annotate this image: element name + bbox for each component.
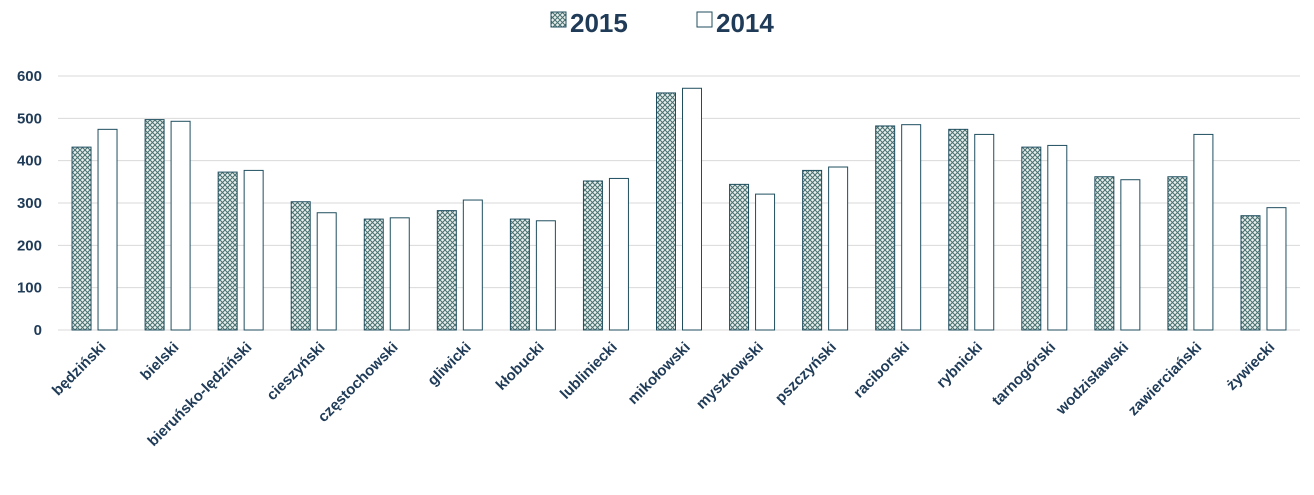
y-axis: 0 100 200 300 400 500 600 — [17, 68, 42, 339]
bar-2015-10 — [802, 169, 823, 331]
y-tick-label: 600 — [17, 68, 42, 85]
x-tick-label: zawierciański — [1125, 339, 1205, 419]
y-tick-label: 200 — [17, 237, 42, 254]
x-tick-label: mikołowski — [625, 339, 694, 408]
y-tick-label: 300 — [17, 195, 42, 212]
x-tick-label: pszczyński — [772, 339, 840, 407]
legend-swatch-2015 — [550, 11, 567, 28]
y-tick-label: 400 — [17, 153, 42, 170]
bar-2014-16 — [1266, 207, 1287, 331]
x-tick-label: cieszyński — [263, 339, 328, 404]
y-tick-label: 0 — [34, 322, 42, 339]
legend-label: 2015 — [570, 8, 628, 38]
bar-2015-2 — [217, 171, 238, 331]
bar-2015-15 — [1167, 176, 1188, 331]
bar-2015-1 — [144, 119, 165, 331]
bar-2015-12 — [948, 128, 969, 331]
bar-2015-3 — [290, 201, 311, 331]
x-tick-label: żywiecki — [1223, 339, 1278, 394]
x-tick-label: kłobucki — [493, 339, 548, 394]
x-tick-label: rybnicki — [933, 339, 986, 392]
bar-2015-0 — [71, 146, 92, 331]
x-tick-label: tarnogórski — [989, 339, 1059, 409]
bar-2014-1 — [170, 120, 191, 331]
bar-2014-4 — [389, 217, 410, 331]
grid — [58, 75, 1300, 331]
y-tick-label: 100 — [17, 280, 42, 297]
bar-2014-13 — [1047, 144, 1068, 331]
x-tick-label: wodzisławski — [1052, 339, 1132, 419]
legend-label: 2014 — [716, 8, 774, 38]
bar-2015-16 — [1240, 215, 1261, 331]
bar-2015-7 — [582, 180, 603, 331]
bar-2014-2 — [243, 169, 264, 331]
bar-2014-5 — [462, 199, 483, 331]
bar-2014-15 — [1193, 133, 1214, 331]
x-tick-label: myszkowski — [693, 339, 767, 413]
bar-2014-0 — [97, 128, 118, 331]
x-tick-label: gliwicki — [424, 339, 474, 389]
x-tick-label: lubliniecki — [557, 339, 621, 403]
x-tick-label: bielski — [137, 339, 182, 384]
bar-2014-11 — [901, 124, 922, 331]
bar-2014-12 — [974, 133, 995, 331]
bar-2014-8 — [682, 87, 702, 331]
bar-2014-7 — [608, 177, 629, 331]
bar-2015-11 — [875, 125, 896, 331]
y-tick-label: 500 — [17, 110, 42, 127]
bar-2015-8 — [656, 92, 676, 331]
bar-2014-14 — [1120, 179, 1141, 331]
x-tick-label: będziński — [49, 339, 109, 399]
bar-2014-9 — [755, 193, 776, 331]
bar-2015-13 — [1021, 146, 1042, 331]
x-tick-label: raciborski — [850, 339, 913, 402]
bars — [71, 87, 1287, 331]
bar-2014-3 — [316, 212, 337, 331]
bar-2015-9 — [729, 183, 750, 331]
bar-2015-5 — [436, 210, 457, 331]
bar-2015-4 — [363, 218, 384, 331]
legend: 2015 2014 — [550, 8, 774, 38]
bar-2014-10 — [828, 166, 849, 331]
x-tick-label: częstochowski — [315, 339, 402, 426]
bar-2015-6 — [509, 218, 530, 331]
bar-2015-14 — [1094, 176, 1115, 331]
bar-2014-6 — [535, 220, 556, 331]
legend-swatch-2014 — [696, 11, 713, 28]
